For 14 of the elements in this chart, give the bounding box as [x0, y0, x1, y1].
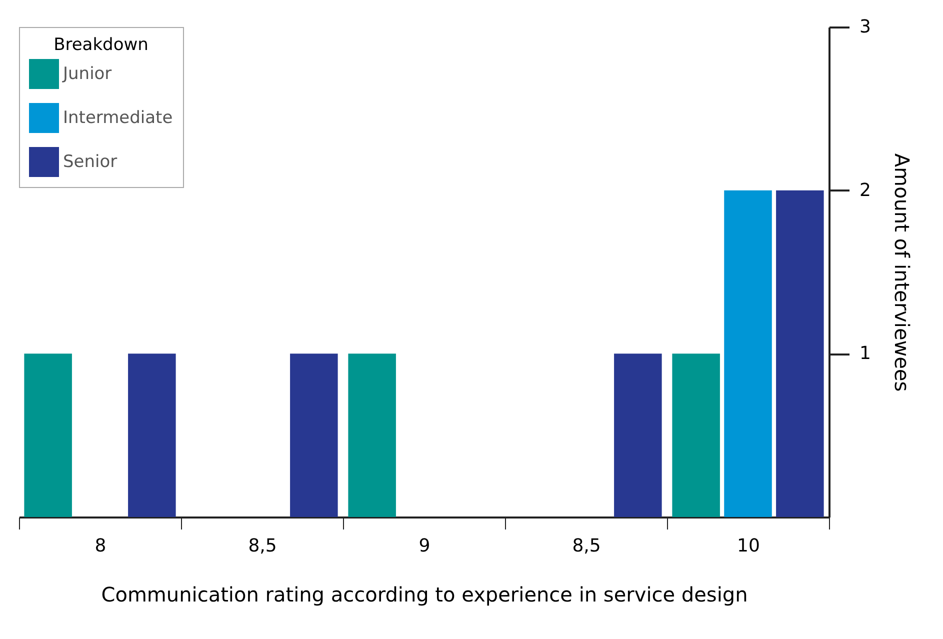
- x-tick-label: 8,5: [248, 536, 277, 556]
- y-axis-title: Amount of interviewees: [890, 153, 914, 392]
- x-tick-label: 9: [418, 536, 430, 556]
- legend-label: Senior: [63, 152, 118, 172]
- x-axis-title: Communication rating according to experience in service design: [101, 582, 748, 606]
- legend-label: Junior: [62, 64, 112, 84]
- x-tick-label: 8,5: [572, 536, 601, 556]
- y-tick-label: 1: [860, 343, 871, 364]
- x-tick-label: 10: [737, 536, 760, 556]
- legend-title: Breakdown: [54, 35, 148, 55]
- legend-label: Intermediate: [63, 108, 173, 128]
- x-tick-label: 8: [94, 536, 106, 556]
- y-tick-label: 2: [860, 180, 871, 201]
- y-tick-label: 3: [860, 16, 871, 38]
